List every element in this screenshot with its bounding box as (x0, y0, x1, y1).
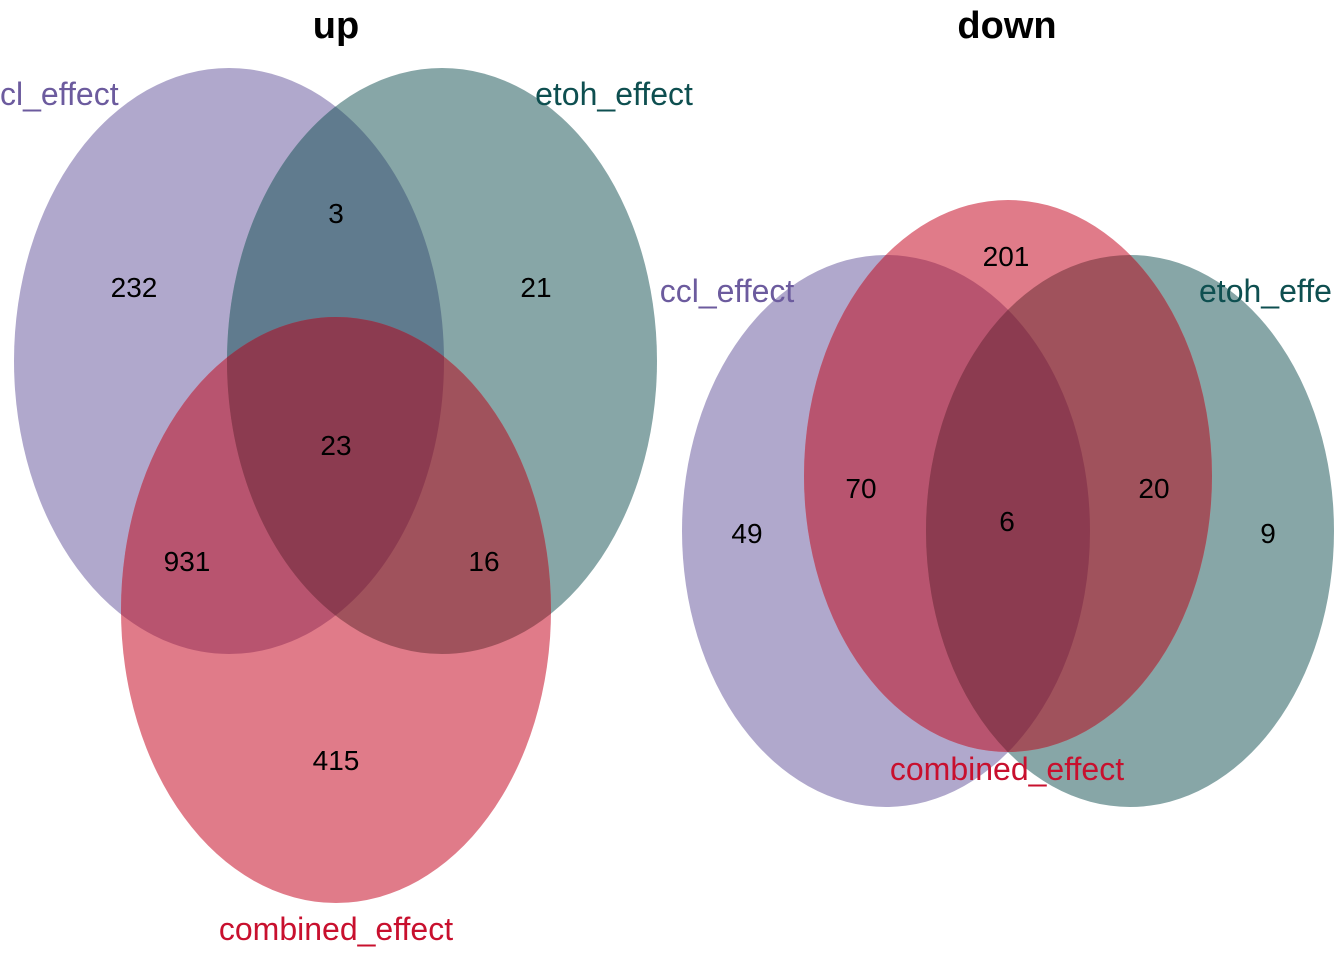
down-set-label-ccl: ccl_effect (660, 273, 795, 309)
up-count-all: 23 (320, 430, 351, 461)
down-count-etoh-only: 9 (1260, 518, 1276, 549)
down-count-ccl-only: 49 (731, 518, 762, 549)
down-count-ccl-combined: 70 (845, 473, 876, 504)
up-set-label-ccl: cl_effect (0, 76, 119, 112)
up-set-label-etoh: etoh_effect (535, 76, 693, 112)
venn-panel-down: down ccl_effect etoh_effe combined_effec… (660, 5, 1334, 807)
panel-title-up: up (313, 5, 359, 47)
up-count-ccl-combined: 931 (164, 546, 211, 577)
up-count-ccl-etoh: 3 (328, 198, 344, 229)
down-set-label-etoh: etoh_effe (1199, 273, 1332, 309)
panel-title-down: down (957, 5, 1056, 47)
up-count-etoh-only: 21 (520, 272, 551, 303)
up-count-ccl-only: 232 (111, 272, 158, 303)
down-count-combined-only: 201 (983, 241, 1030, 272)
up-count-combined-only: 415 (313, 745, 360, 776)
down-set-label-combined: combined_effect (890, 751, 1124, 787)
up-set-label-combined: combined_effect (219, 911, 453, 947)
down-count-all: 6 (999, 506, 1015, 537)
venn-panel-up: up cl_effect etoh_effect combined_effect… (0, 5, 693, 947)
up-count-etoh-combined: 16 (468, 546, 499, 577)
down-count-etoh-combined: 20 (1138, 473, 1169, 504)
